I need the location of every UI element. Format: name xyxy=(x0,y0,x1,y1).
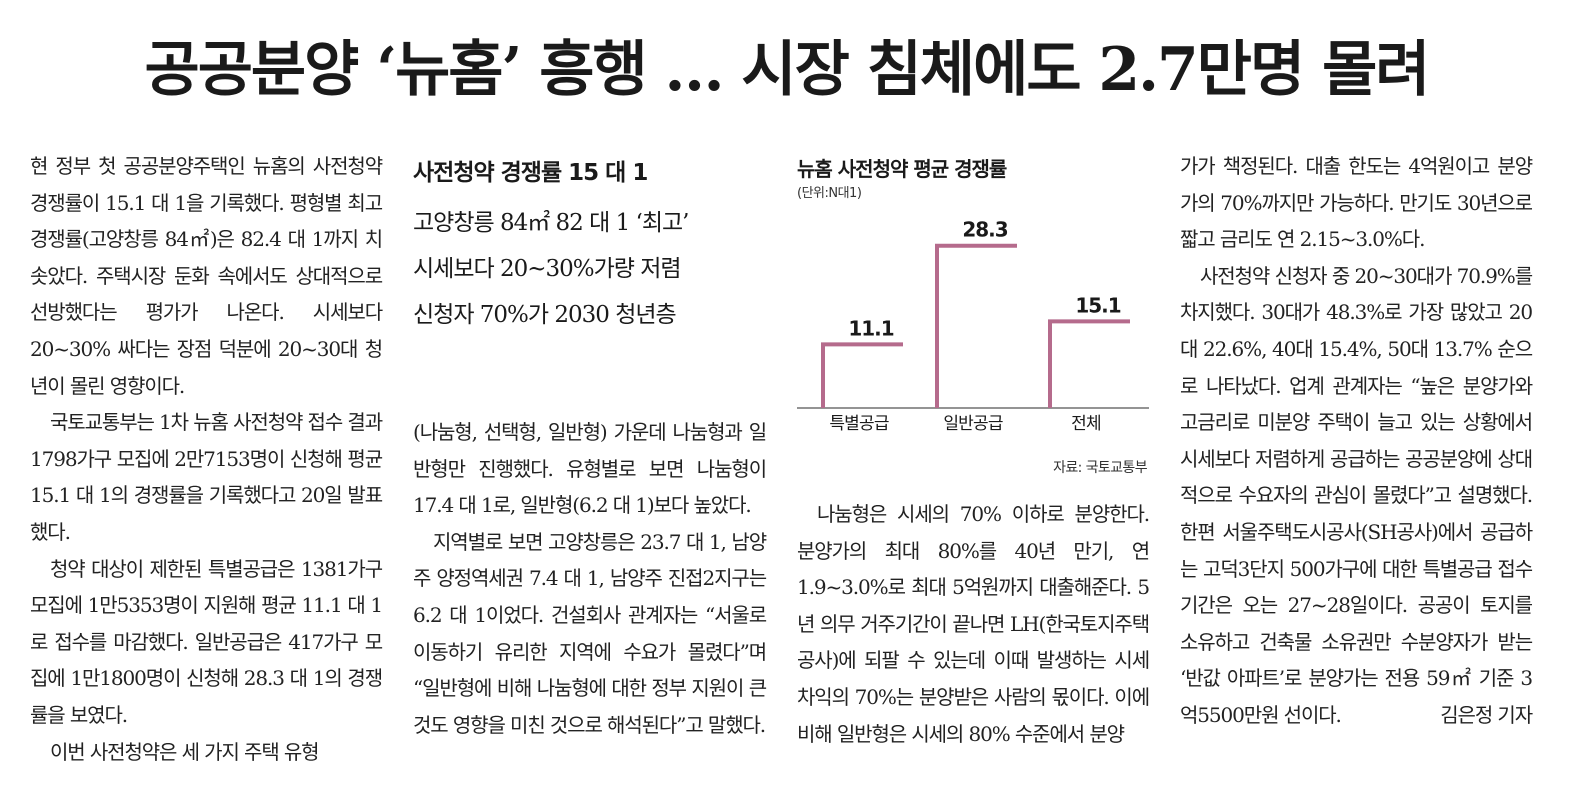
column-2: 사전청약 경쟁률 15 대 1 고양창릉 84㎡ 82 대 1 ‘최고’ 시세보… xyxy=(413,148,767,743)
body-paragraph: 가가 책정된다. 대출 한도는 4억원이고 분양가의 70%까지만 가능하다. … xyxy=(1180,154,1533,252)
data-label-3: 15.1 xyxy=(1075,293,1120,317)
column-4: 가가 책정된다. 대출 한도는 4억원이고 분양가의 70%까지만 가능하다. … xyxy=(1180,148,1533,734)
column-3: 뉴홈 사전청약 평균 경쟁률 (단위:N대1) 11.1 특별공급 28.3 일반공급… xyxy=(797,148,1150,752)
body-paragraph: 청약 대상이 제한된 특별공급은 1381가구 모집에 1만5353명이 지원해… xyxy=(30,556,383,727)
body-paragraph: 국토교통부는 1차 뉴홈 사전청약 접수 결과 1798가구 모집에 2만715… xyxy=(30,410,383,544)
category-label-1: 특별공급 xyxy=(829,414,889,434)
category-label-2: 일반공급 xyxy=(943,414,1003,434)
deck-line: 시세보다 20~30%가량 저렴 xyxy=(413,256,682,282)
data-label-1: 11.1 xyxy=(848,316,893,340)
column-1: 현 정부 첫 공공분양주택인 뉴홈의 사전청약 경쟁률이 15.1 대 1을 기… xyxy=(30,148,383,770)
category-label-3: 전체 xyxy=(1071,414,1101,434)
body-text: 사전청약 신청자 중 20~30대가 70.9%를 차지했다. 30대가 48.… xyxy=(1180,263,1533,727)
spacer xyxy=(413,338,766,414)
chart: 11.1 특별공급 28.3 일반공급 15.1 전체 자료: 국토교통부 xyxy=(797,204,1149,476)
body-paragraph: 이번 사전청약은 세 가지 주택 유형 xyxy=(50,739,320,764)
chart-unit: (단위:N대1) xyxy=(797,186,862,201)
bar-chart: 11.1 특별공급 28.3 일반공급 15.1 전체 xyxy=(797,218,1149,434)
bar-3 xyxy=(1048,319,1130,408)
byline: 김은정 기자 xyxy=(1440,702,1533,727)
bar-1 xyxy=(821,342,903,408)
deck-line: 신청자 70%가 2030 청년층 xyxy=(413,302,677,328)
headline: 공공분양 ‘뉴홈’ 흥행 … 시장 침체에도 2.7만명 몰려 xyxy=(144,35,1431,105)
chart-source: 자료: 국토교통부 xyxy=(1053,460,1148,476)
body-paragraph: 나눔형은 시세의 70% 이하로 분양한다. 분양가의 최대 80%를 40년 … xyxy=(797,502,1150,746)
data-label-2: 28.3 xyxy=(962,218,1007,242)
deck-line: 고양창릉 84㎡ 82 대 1 ‘최고’ xyxy=(413,210,689,236)
body-paragraph: 사전청약 신청자 중 20~30대가 70.9%를 차지했다. 30대가 48.… xyxy=(1180,258,1533,734)
bar-2 xyxy=(935,243,1017,408)
subheadline: 사전청약 경쟁률 15 대 1 xyxy=(413,160,648,186)
body-paragraph: 지역별로 보면 고양창릉은 23.7 대 1, 남양주 양정역세권 7.4 대 … xyxy=(413,529,767,737)
body-paragraph: 현 정부 첫 공공분양주택인 뉴홈의 사전청약 경쟁률이 15.1 대 1을 기… xyxy=(30,154,383,398)
chart-title: 뉴홈 사전청약 평균 경쟁률 xyxy=(797,157,1007,181)
body-paragraph: (나눔형, 선택형, 일반형) 가운데 나눔형과 일반형만 진행했다. 유형별로… xyxy=(413,420,767,518)
